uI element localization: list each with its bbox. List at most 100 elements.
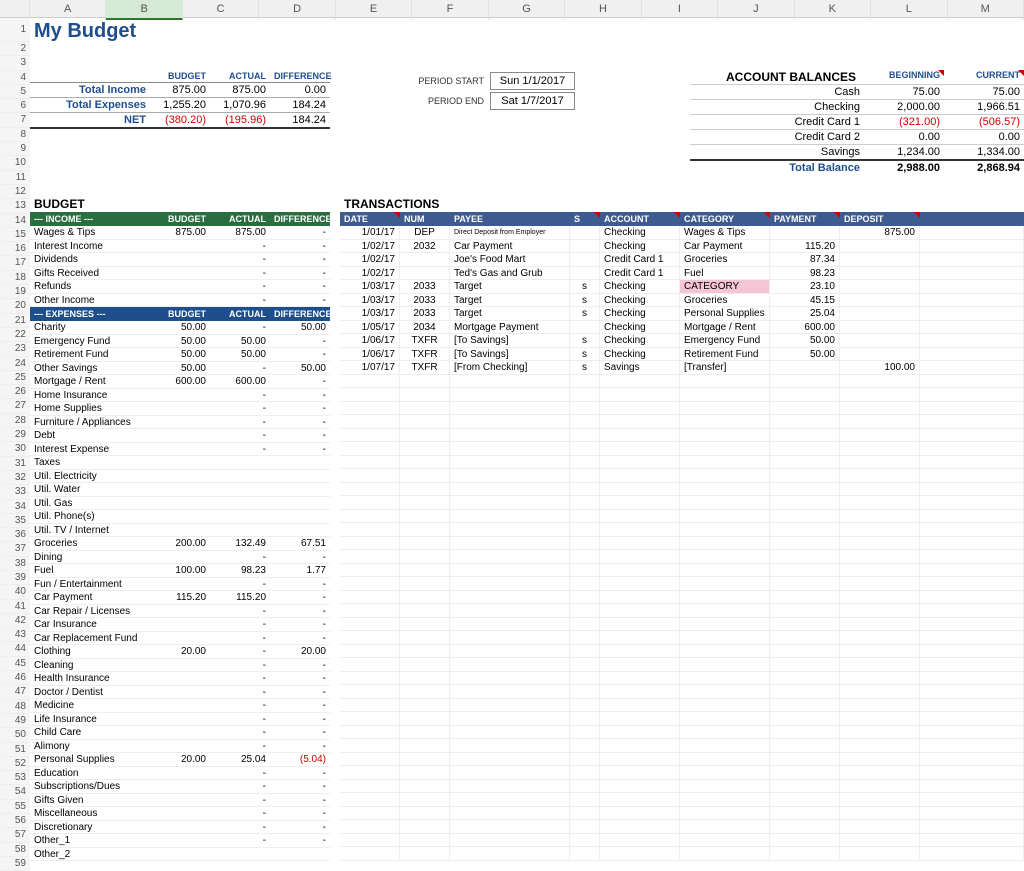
expense-row[interactable]: Emergency Fund50.0050.00- [30,335,330,349]
row-6[interactable]: 6 [0,99,30,113]
expense-row[interactable]: Alimony-- [30,740,330,754]
transaction-row-empty[interactable] [340,699,1024,713]
row-30[interactable]: 30 [0,442,30,456]
transaction-row-empty[interactable] [340,672,1024,686]
transaction-row[interactable]: 1/02/172032Car PaymentCheckingCar Paymen… [340,240,1024,254]
expense-row[interactable]: Clothing20.00-20.00 [30,645,330,659]
expense-row[interactable]: Util. Water [30,483,330,497]
row-22[interactable]: 22 [0,328,30,342]
row-39[interactable]: 39 [0,571,30,585]
expense-row[interactable]: Medicine-- [30,699,330,713]
transaction-row-empty[interactable] [340,780,1024,794]
row-4[interactable]: 4 [0,71,30,85]
expense-row[interactable]: Charity50.00-50.00 [30,321,330,335]
transaction-row-empty[interactable] [340,834,1024,848]
transaction-row-empty[interactable] [340,415,1024,429]
expense-row[interactable]: Home Supplies-- [30,402,330,416]
row-42[interactable]: 42 [0,614,30,628]
transaction-row-empty[interactable] [340,537,1024,551]
income-row[interactable]: Wages & Tips875.00875.00- [30,226,330,240]
row-29[interactable]: 29 [0,428,30,442]
col-e[interactable]: E [336,0,412,20]
spreadsheet-content[interactable]: My Budget BUDGET ACTUAL DIFFERENCE Total… [30,18,1024,871]
transaction-row-empty[interactable] [340,550,1024,564]
transaction-row[interactable]: 1/03/172033TargetsCheckingPersonal Suppl… [340,307,1024,321]
row-36[interactable]: 36 [0,528,30,542]
transaction-row[interactable]: 1/03/172033TargetsCheckingGroceries45.15 [340,294,1024,308]
row-32[interactable]: 32 [0,471,30,485]
row-49[interactable]: 49 [0,714,30,728]
expense-row[interactable]: Car Insurance-- [30,618,330,632]
row-10[interactable]: 10 [0,156,30,170]
transaction-row-empty[interactable] [340,402,1024,416]
period-end-value[interactable]: Sat 1/7/2017 [490,92,575,110]
row-55[interactable]: 55 [0,800,30,814]
row-43[interactable]: 43 [0,628,30,642]
transaction-row-empty[interactable] [340,753,1024,767]
expense-row[interactable]: Taxes [30,456,330,470]
expense-row[interactable]: Miscellaneous-- [30,807,330,821]
row-18[interactable]: 18 [0,271,30,285]
row-35[interactable]: 35 [0,514,30,528]
row-44[interactable]: 44 [0,642,30,656]
transaction-row-empty[interactable] [340,510,1024,524]
transaction-row-empty[interactable] [340,375,1024,389]
transaction-row[interactable]: 1/05/172034Mortgage PaymentCheckingMortg… [340,321,1024,335]
transaction-row[interactable]: 1/06/17TXFR[To Savings]sCheckingEmergenc… [340,334,1024,348]
transaction-row[interactable]: 1/02/17Joe's Food MartCredit Card 1Groce… [340,253,1024,267]
expense-row[interactable]: Util. TV / Internet [30,524,330,538]
expense-row[interactable]: Gifts Given-- [30,794,330,808]
transaction-row-empty[interactable] [340,388,1024,402]
transaction-row-empty[interactable] [340,739,1024,753]
expense-row[interactable]: Health Insurance-- [30,672,330,686]
transaction-row-empty[interactable] [340,793,1024,807]
transaction-row-empty[interactable] [340,442,1024,456]
row-21[interactable]: 21 [0,314,30,328]
expense-row[interactable]: Home Insurance-- [30,389,330,403]
row-45[interactable]: 45 [0,657,30,671]
row-56[interactable]: 56 [0,814,30,828]
row-7[interactable]: 7 [0,113,30,127]
expense-row[interactable]: Furniture / Appliances-- [30,416,330,430]
transaction-row-empty[interactable] [340,847,1024,861]
row-31[interactable]: 31 [0,457,30,471]
row-37[interactable]: 37 [0,542,30,556]
col-j[interactable]: J [718,0,794,20]
row-5[interactable]: 5 [0,85,30,99]
col-i[interactable]: I [642,0,718,20]
expense-row[interactable]: Groceries200.00132.4967.51 [30,537,330,551]
expense-row[interactable]: Retirement Fund50.0050.00- [30,348,330,362]
row-54[interactable]: 54 [0,785,30,799]
row-26[interactable]: 26 [0,385,30,399]
expense-row[interactable]: Doctor / Dentist-- [30,686,330,700]
expense-row[interactable]: Subscriptions/Dues-- [30,780,330,794]
transaction-row-empty[interactable] [340,618,1024,632]
row-17[interactable]: 17 [0,256,30,270]
row-12[interactable]: 12 [0,185,30,199]
transaction-row[interactable]: 1/01/17DEPDirect Deposit from EmployerCh… [340,226,1024,240]
expense-row[interactable]: Fuel100.0098.231.77 [30,564,330,578]
row-33[interactable]: 33 [0,485,30,499]
row-20[interactable]: 20 [0,299,30,313]
transaction-row-empty[interactable] [340,807,1024,821]
row-28[interactable]: 28 [0,414,30,428]
col-b[interactable]: B [106,0,182,20]
row-16[interactable]: 16 [0,242,30,256]
transaction-row-empty[interactable] [340,577,1024,591]
transaction-row-empty[interactable] [340,483,1024,497]
expense-row[interactable]: Debt-- [30,429,330,443]
row-34[interactable]: 34 [0,500,30,514]
expense-row[interactable]: Car Replacement Fund-- [30,632,330,646]
row-1[interactable]: 1 [0,18,30,42]
col-g[interactable]: G [489,0,565,20]
row-13[interactable]: 13 [0,199,30,213]
row-40[interactable]: 40 [0,585,30,599]
income-row[interactable]: Interest Income-- [30,240,330,254]
transaction-row-empty[interactable] [340,564,1024,578]
expense-row[interactable]: Interest Expense-- [30,443,330,457]
expense-row[interactable]: Child Care-- [30,726,330,740]
col-l[interactable]: L [871,0,947,20]
col-c[interactable]: C [183,0,259,20]
expense-row[interactable]: Car Repair / Licenses-- [30,605,330,619]
row-48[interactable]: 48 [0,700,30,714]
